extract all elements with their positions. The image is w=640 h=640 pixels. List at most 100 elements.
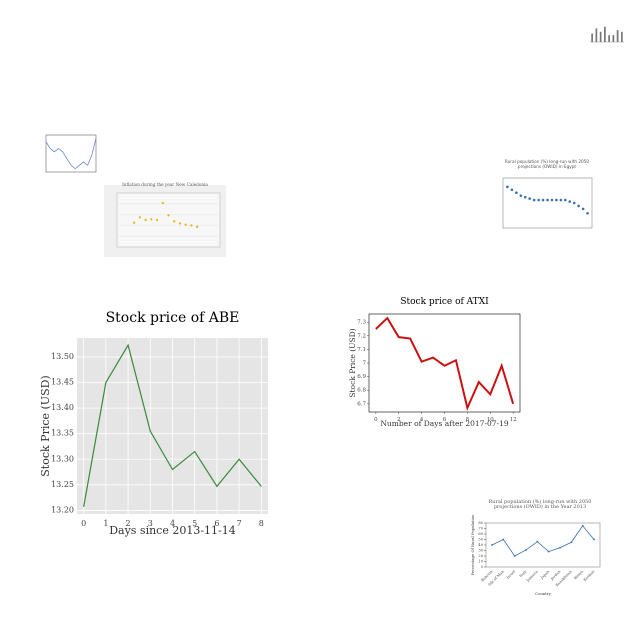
y-tick-label: 80 (478, 521, 483, 525)
data-point (138, 216, 142, 219)
x-tick-label: 7 (237, 519, 242, 528)
data-point (577, 204, 580, 208)
y-tick-label: 40 (478, 543, 483, 547)
y-tick-label: 10 (478, 560, 483, 564)
x-axis-label: Country (535, 591, 551, 596)
data-point (173, 220, 176, 223)
x-tick-label: 10 (487, 417, 494, 423)
x-tick-label: Kiribati (583, 569, 596, 582)
bar (591, 33, 593, 42)
data-point (519, 194, 523, 197)
y-tick-label: 7.3 (357, 320, 366, 326)
y-axis-label: Stock Price (USD) (348, 328, 357, 397)
x-tick-label: Japan (539, 569, 550, 580)
bar (616, 30, 619, 42)
data-point (178, 222, 182, 225)
y-tick-label: 60 (478, 532, 483, 536)
bar (595, 28, 598, 42)
data-point (564, 198, 567, 202)
bar (621, 31, 623, 42)
plot-area (116, 192, 221, 248)
y-tick-label: 20 (478, 554, 483, 558)
data-point (502, 538, 505, 541)
data-point (581, 207, 585, 211)
plot-area (45, 134, 97, 173)
data-point (155, 218, 159, 222)
data-point (161, 201, 164, 205)
x-tick-label: 4 (420, 417, 424, 423)
data-point (167, 214, 170, 217)
data-point (491, 544, 493, 546)
data-point (515, 191, 518, 195)
y-axis-label: Percentage Of Rural Population (470, 514, 475, 576)
y-tick-label: 13.20 (51, 505, 74, 514)
x-tick-label: Kenya (573, 569, 584, 580)
y-tick-label: 30 (478, 549, 483, 553)
data-point (572, 201, 576, 205)
y-tick-label: 13.50 (51, 352, 74, 361)
data-point (550, 198, 554, 202)
y-tick-label: 70 (478, 527, 483, 531)
data-point (150, 218, 153, 221)
x-tick-label: 1 (103, 519, 108, 528)
x-tick-label: 0 (81, 519, 86, 528)
x-tick-label: 6 (443, 417, 447, 423)
x-tick-label: 8 (466, 417, 470, 423)
x-tick-label: 12 (510, 417, 517, 423)
y-axis-label: Stock Price (USD) (39, 375, 52, 476)
x-tick-label: 8 (259, 519, 264, 528)
y-tick-label: 6.8 (357, 388, 366, 394)
chart-title: Stock price of ABE (105, 310, 240, 327)
data-point (547, 550, 550, 553)
x-tick-label: 2 (397, 417, 401, 423)
data-point (593, 538, 595, 541)
data-point (195, 225, 199, 228)
y-tick-label: 13.30 (51, 454, 74, 463)
chart-title: Inflation during the year New Caledonia (122, 182, 208, 188)
data-point (513, 555, 516, 557)
data-line (491, 525, 595, 557)
data-point (190, 224, 193, 227)
data-point (510, 188, 514, 192)
data-point (506, 185, 509, 189)
x-tick-label: Israel (506, 569, 517, 580)
data-point (555, 198, 558, 202)
data-line (45, 138, 97, 170)
plot-area (485, 522, 601, 568)
y-tick-label: 6.9 (357, 374, 366, 380)
data-line (375, 316, 515, 412)
y-tick-label: 13.25 (51, 480, 74, 489)
y-tick-label: 13.35 (51, 429, 74, 438)
data-point (559, 546, 561, 549)
x-tick-label: 4 (170, 519, 175, 528)
plot-area (368, 313, 521, 413)
data-point (559, 198, 563, 202)
x-tick-label: 5 (192, 519, 197, 528)
data-point (570, 541, 573, 544)
y-tick-label: 6.7 (357, 401, 366, 407)
x-tick-label: 6 (214, 519, 219, 528)
y-tick-label: 7.2 (357, 333, 366, 339)
y-tick-label: 50 (478, 538, 483, 542)
y-tick-label: 13.45 (51, 378, 74, 387)
bar (599, 31, 602, 42)
plot-area (590, 25, 624, 42)
chart-title: Stock price of ATXI (400, 296, 489, 307)
y-tick-label: 13.40 (51, 403, 74, 412)
x-axis-label: Number of Days after 2017-07-19 (380, 419, 508, 428)
data-point (184, 223, 187, 226)
bar (612, 35, 615, 42)
chart-title: Rural population (%) long-run with 2050 … (488, 498, 592, 511)
data-point (541, 198, 545, 202)
y-tick-label: 7.1 (357, 347, 366, 353)
data-point (586, 211, 589, 215)
data-point (568, 200, 572, 203)
chart-title: Rural population (%) long-run with 2050 … (504, 159, 590, 169)
y-tick-label: 7 (363, 361, 367, 367)
data-point (525, 549, 527, 551)
data-point (532, 198, 536, 202)
data-line (83, 343, 262, 507)
x-tick-label: Jamaica (525, 569, 539, 583)
